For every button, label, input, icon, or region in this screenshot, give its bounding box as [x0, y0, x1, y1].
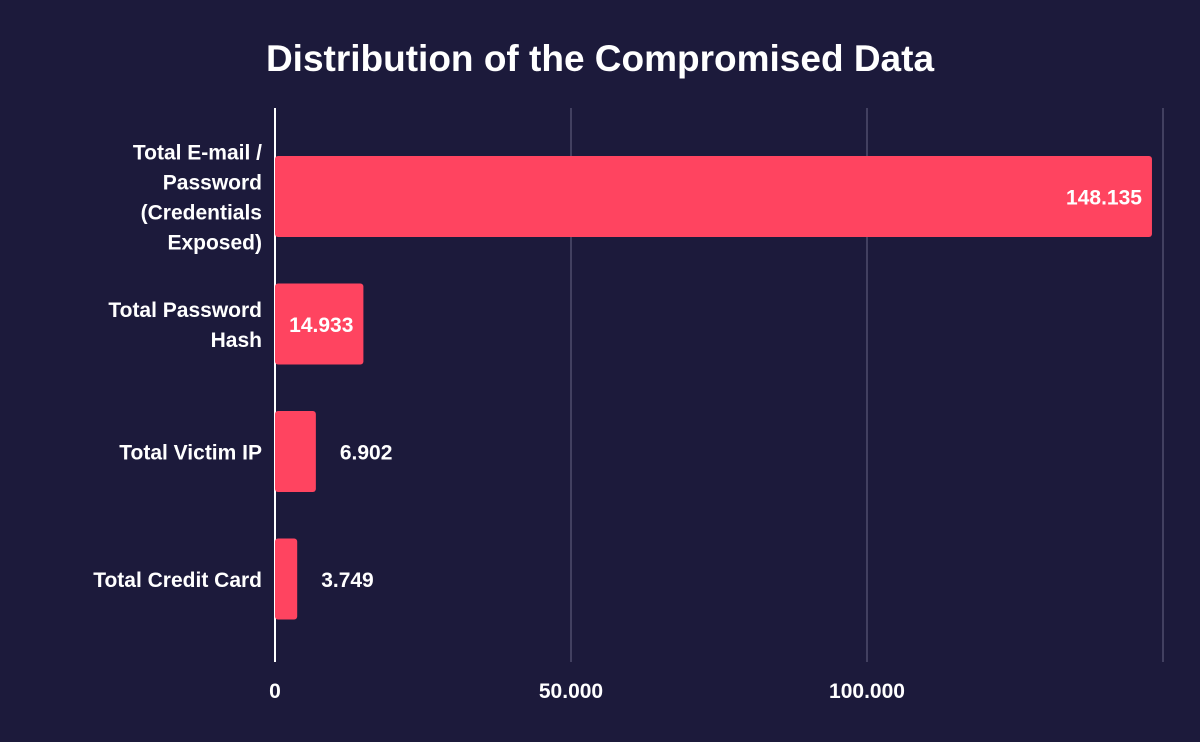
category-label-line: Password — [163, 172, 262, 195]
category-label-line: Total Victim IP — [119, 442, 262, 465]
category-label: Total E-mail / Password (Credentials Expose… — [133, 142, 262, 255]
category-label-line: Total Credit Card — [93, 569, 262, 592]
category-label: Total Password Hash — [108, 299, 262, 352]
bar-value-label: 3.749 — [321, 569, 374, 592]
category-label: Total Victim IP — [119, 442, 262, 465]
category-label-line: Hash — [211, 329, 262, 352]
bar — [275, 538, 298, 620]
bar — [275, 411, 316, 492]
bar — [275, 156, 1152, 237]
bar-value-label: 148.135 — [1066, 187, 1142, 210]
category-label-line: Total Password — [108, 299, 262, 322]
x-tick-label: 100.000 — [829, 680, 905, 703]
x-tick-label: 50.000 — [539, 680, 603, 703]
category-label-line: Total E-mail / — [133, 142, 262, 165]
bar-value-label: 6.902 — [340, 442, 393, 465]
x-tick-label: 0 — [269, 680, 281, 703]
bar-value-label: 14.933 — [289, 314, 353, 337]
bar — [275, 283, 364, 365]
category-label-line: Exposed) — [167, 232, 262, 255]
category-label-line: (Credentials — [141, 202, 262, 225]
category-label: Total Credit Card — [93, 569, 262, 592]
chart-title: Distribution of the Compromised Data — [265, 38, 935, 79]
